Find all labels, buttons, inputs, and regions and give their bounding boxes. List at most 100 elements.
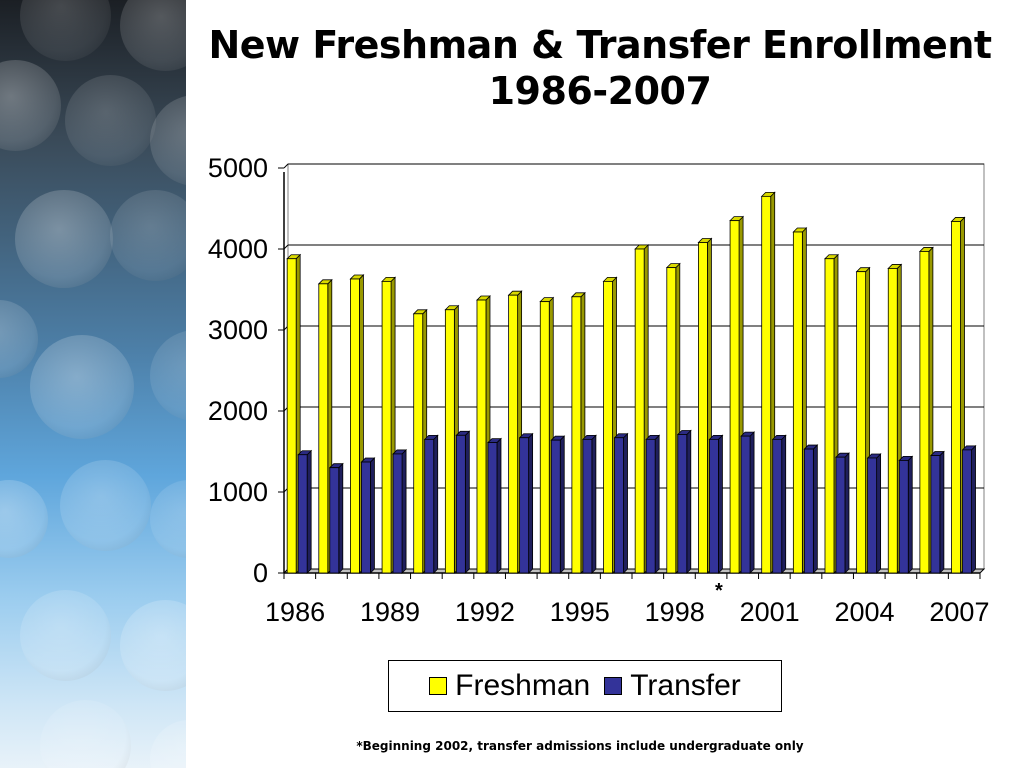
bar-transfer (645, 438, 656, 574)
bar-freshman (350, 278, 360, 574)
enrollment-bar-chart: 0 1000 2000 3000 4000 5000 1986 1989 1992 1995 199… (208, 153, 990, 627)
bar-transfer (361, 461, 371, 574)
bar-transfer (677, 434, 688, 574)
bar-transfer (772, 438, 783, 574)
footnote-marker: * (715, 580, 723, 602)
bar-freshman (571, 296, 582, 574)
bar-freshman (792, 231, 803, 574)
x-tick-label: 2004 (834, 597, 894, 627)
bar-transfer-side (370, 457, 375, 574)
legend-item-transfer: Transfer (604, 669, 741, 703)
bar-transfer-side (654, 434, 660, 574)
bar-freshman (698, 242, 708, 574)
bar-freshman (824, 258, 835, 574)
y-tick-label: 5000 (208, 153, 268, 183)
bar-transfer (582, 438, 593, 574)
bar-freshman (761, 195, 772, 574)
bar-transfer-side (686, 429, 692, 574)
bar-transfer-side (781, 434, 787, 574)
decorative-circle (0, 480, 48, 558)
bar-freshman (381, 280, 392, 574)
bar-transfer (930, 455, 941, 574)
decorative-circle (20, 0, 111, 61)
x-tick-label: 2007 (929, 597, 989, 627)
bar-transfer-side (907, 455, 913, 574)
decorative-circle (150, 480, 186, 558)
bar-transfer (519, 437, 530, 574)
bar-transfer (898, 460, 909, 574)
x-tick-label: 1992 (455, 597, 515, 627)
bar-freshman (444, 309, 455, 574)
x-tick-label: 1998 (645, 597, 705, 627)
y-tick-label: 0 (253, 558, 268, 588)
bar-transfer (835, 456, 846, 574)
bar-transfer (550, 439, 561, 574)
gridline-depth (283, 163, 289, 169)
decorative-circle (120, 0, 186, 71)
bar-transfer-side (433, 434, 439, 574)
bar-transfer-side (939, 450, 945, 574)
bar-freshman (951, 221, 961, 574)
decorative-circle (0, 60, 61, 151)
bar-transfer-side (401, 448, 407, 574)
bar-transfer-side (306, 449, 312, 574)
decorative-circle (20, 590, 111, 681)
decorative-circle (0, 300, 38, 378)
bar-transfer (487, 442, 498, 574)
bar-transfer-side (876, 453, 882, 574)
bar-transfer (392, 453, 403, 574)
bar-transfer (709, 438, 719, 574)
y-tick-label: 4000 (208, 234, 268, 264)
x-tick-label: 2001 (740, 597, 800, 627)
bar-transfer (962, 449, 972, 574)
bar-freshman (286, 258, 297, 574)
bar-transfer-side (749, 431, 755, 574)
bar-transfer-side (971, 444, 976, 574)
bar-transfer-side (559, 435, 565, 574)
decorative-circle (60, 460, 151, 551)
bar-transfer-side (718, 434, 723, 574)
bar-transfer (740, 435, 751, 574)
footnote: *Beginning 2002, transfer admissions inc… (356, 739, 804, 753)
bar-transfer-side (496, 437, 502, 574)
decorative-circle (30, 335, 134, 439)
decorative-circle (65, 75, 156, 166)
decorative-circle (15, 190, 113, 288)
y-tick-label: 3000 (208, 315, 268, 345)
bar-transfer (614, 437, 624, 574)
bar-freshman (539, 301, 550, 574)
bar-transfer (455, 434, 466, 574)
legend-swatch-freshman (429, 677, 448, 695)
decorative-circle (110, 190, 186, 281)
x-tick-label: 1995 (550, 597, 610, 627)
bar-freshman (919, 251, 930, 574)
bar-freshman (856, 271, 867, 574)
legend-item-freshman: Freshman (429, 669, 590, 703)
bar-transfer (424, 438, 435, 574)
slide-title: New Freshman & Transfer Enrollment 1986-… (186, 22, 1014, 114)
bar-transfer-side (623, 432, 628, 574)
bar-transfer-side (844, 452, 850, 574)
bar-freshman (634, 248, 645, 574)
legend-label-freshman: Freshman (455, 669, 591, 702)
decorative-circle (120, 600, 186, 691)
y-tick-label: 1000 (208, 477, 268, 507)
decorative-side-panel (0, 0, 186, 768)
chart-legend: Freshman Transfer (388, 660, 782, 712)
bar-transfer-side (528, 432, 534, 574)
legend-swatch-transfer (604, 677, 623, 695)
bar-freshman (729, 220, 740, 574)
bar-freshman (476, 299, 487, 574)
bar-transfer-side (338, 462, 344, 574)
bar-freshman (413, 313, 424, 574)
x-tick-label: 1989 (360, 597, 420, 627)
title-line-2: 1986-2007 (488, 69, 712, 113)
legend-label-transfer: Transfer (630, 669, 741, 702)
decorative-circle (150, 330, 186, 421)
bar-freshman (318, 283, 329, 574)
bar-freshman (508, 294, 519, 574)
y-tick-label: 2000 (208, 396, 268, 426)
bar-freshman (887, 268, 898, 574)
bar-transfer (297, 454, 308, 574)
decorative-circle (150, 720, 186, 768)
